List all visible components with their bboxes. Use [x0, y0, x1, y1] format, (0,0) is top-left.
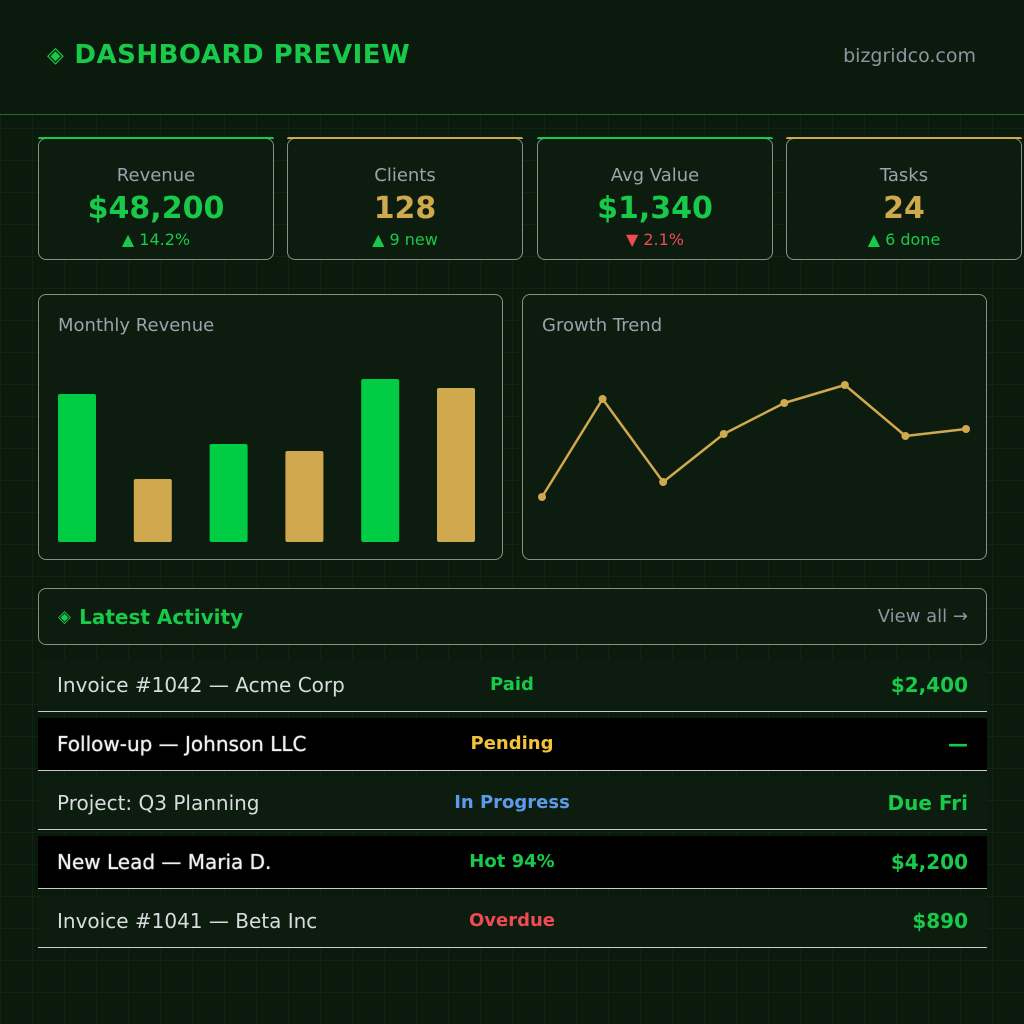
site-link[interactable]: bizgridco.com — [843, 45, 976, 67]
stat-change: ▲ 9 new — [372, 230, 438, 249]
status-badge: Paid — [490, 674, 534, 695]
growth-trend-line — [540, 383, 967, 498]
activity-description: Project: Q3 Planning — [57, 791, 260, 815]
activity-title: ◈ Latest Activity — [58, 605, 243, 629]
monthly-revenue-panel: Monthly Revenue — [38, 294, 503, 560]
stat-value: 128 — [373, 191, 437, 226]
diamond-icon: ◈ — [47, 42, 65, 68]
panel-title: Monthly Revenue — [58, 315, 215, 336]
stat-value: $48,200 — [87, 191, 225, 226]
activity-header: ◈ Latest Activity View all → — [38, 588, 987, 645]
stat-change: ▲ 6 done — [867, 230, 941, 249]
panel-title: Growth Trend — [542, 315, 663, 336]
activity-row[interactable]: New Lead — Maria D. Hot 94% $4,200 — [38, 836, 987, 889]
trend-point-8 — [962, 425, 970, 433]
activity-amount: $4,200 — [890, 850, 968, 874]
status-badge: Pending — [470, 733, 554, 754]
app-title-text: DASHBOARD PREVIEW — [74, 40, 411, 70]
status-badge: In Progress — [454, 792, 570, 813]
activity-description: New Lead — Maria D. — [57, 850, 272, 874]
growth-trend-chart — [538, 381, 970, 501]
stat-card-clients[interactable]: Clients 128 ▲ 9 new — [287, 137, 523, 260]
activity-title-text: Latest Activity — [79, 605, 244, 629]
stat-label: Clients — [374, 165, 436, 186]
activity-amount: Due Fri — [887, 791, 968, 815]
bar-5 — [361, 379, 400, 542]
activity-description: Invoice #1041 — Beta Inc — [57, 909, 318, 933]
activity-row[interactable]: Invoice #1042 — Acme Corp Paid $2,400 — [38, 659, 987, 712]
bar-3 — [209, 444, 248, 542]
stat-value: 24 — [883, 191, 925, 226]
activity-amount: — — [948, 732, 968, 756]
activity-row[interactable]: Project: Q3 Planning In Progress Due Fri — [38, 777, 987, 830]
activity-amount: $2,400 — [890, 673, 968, 697]
stat-card-revenue[interactable]: Revenue $48,200 ▲ 14.2% — [38, 137, 274, 260]
app-title: ◈ DASHBOARD PREVIEW — [47, 40, 410, 70]
bar-6 — [437, 388, 475, 542]
activity-description: Follow-up — Johnson LLC — [57, 732, 307, 756]
bar-2 — [133, 479, 172, 542]
monthly-revenue-chart — [58, 379, 475, 542]
stat-label: Tasks — [879, 165, 929, 186]
stat-card-avg-value[interactable]: Avg Value $1,340 ▼ 2.1% — [537, 137, 773, 260]
trend-point-3 — [659, 478, 668, 486]
stat-change: ▲ 14.2% — [121, 230, 191, 249]
diamond-icon: ◈ — [58, 607, 72, 627]
trend-point-7 — [901, 432, 910, 440]
trend-point-1 — [538, 493, 546, 501]
bar-1 — [58, 394, 96, 542]
stat-label: Avg Value — [610, 165, 700, 186]
stat-change: ▼ 2.1% — [625, 230, 685, 249]
stat-label: Revenue — [116, 165, 196, 186]
activity-amount: $890 — [912, 909, 968, 933]
header: ◈ DASHBOARD PREVIEW bizgridco.com — [0, 0, 1024, 115]
view-all-link[interactable]: View all → — [877, 606, 968, 627]
growth-trend-panel: Growth Trend — [522, 294, 987, 560]
stat-value: $1,340 — [597, 191, 713, 226]
activity-row[interactable]: Follow-up — Johnson LLC Pending — — [38, 718, 987, 771]
stat-card-tasks[interactable]: Tasks 24 ▲ 6 done — [786, 137, 1022, 260]
status-badge: Hot 94% — [469, 851, 555, 872]
trend-point-5 — [780, 399, 789, 407]
activity-description: Invoice #1042 — Acme Corp — [57, 673, 345, 697]
activity-row[interactable]: Invoice #1041 — Beta Inc Overdue $890 — [38, 895, 987, 948]
trend-point-2 — [598, 395, 607, 403]
trend-point-6 — [840, 381, 849, 389]
status-badge: Overdue — [468, 910, 556, 931]
bar-4 — [285, 451, 324, 542]
trend-point-4 — [719, 430, 728, 438]
